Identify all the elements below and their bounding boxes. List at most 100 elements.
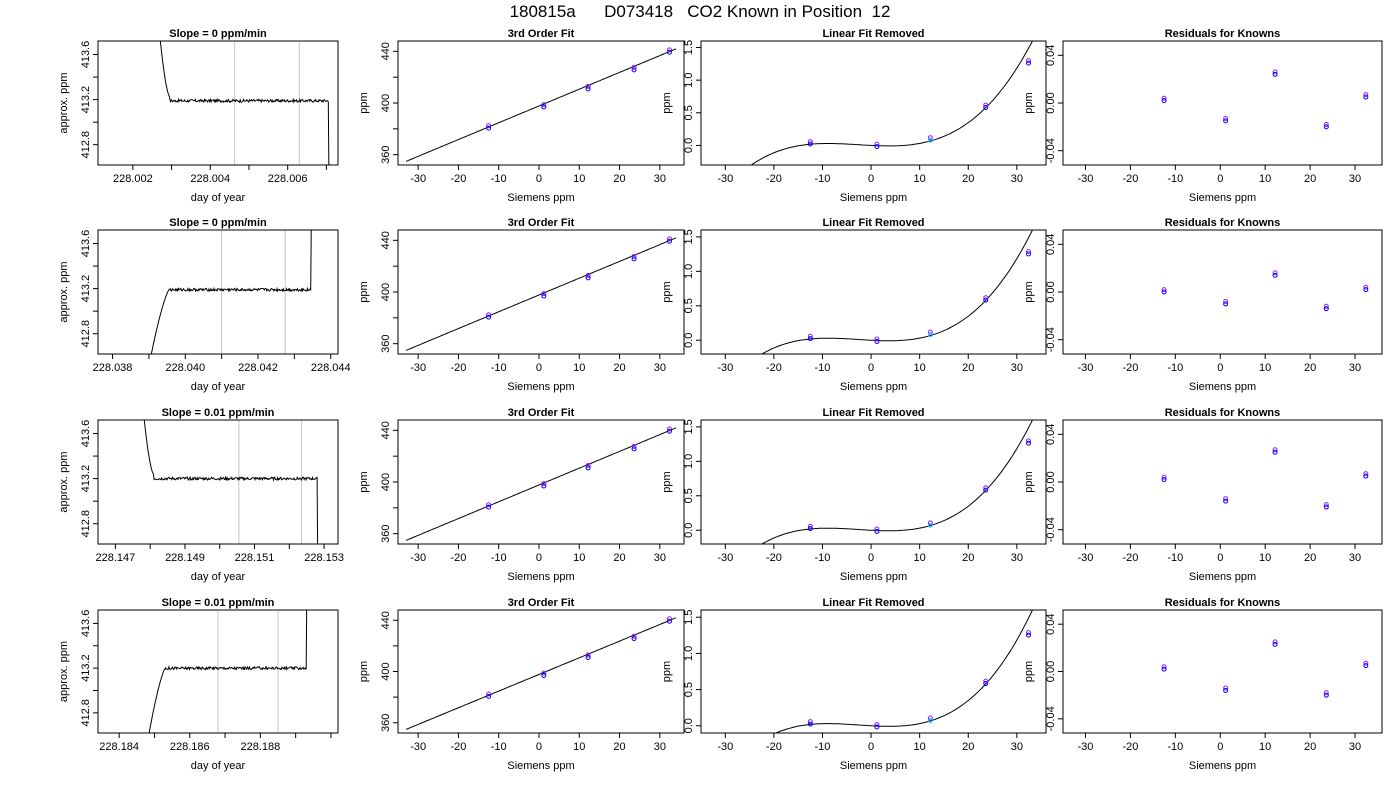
x-tick-label: 228.004 xyxy=(190,173,230,185)
plot-frame xyxy=(1062,609,1383,734)
fit-curve xyxy=(774,610,1034,733)
y-tick-label: 360 xyxy=(380,145,392,163)
data-point xyxy=(927,329,933,335)
data-point xyxy=(1223,687,1229,693)
data-point xyxy=(1161,664,1167,670)
y-tick-label: -0.04 xyxy=(1045,517,1057,542)
data-point xyxy=(807,719,813,725)
y-tick-label: 0.04 xyxy=(1045,613,1057,634)
x-tick-label: -10 xyxy=(1167,741,1183,753)
fit-curve xyxy=(760,420,1034,544)
chart-title: Slope = 0.01 ppm/min xyxy=(162,597,275,609)
data-point xyxy=(927,137,933,143)
chart-title: Linear Fit Removed xyxy=(822,28,924,40)
data-point xyxy=(807,523,813,529)
fit-curve xyxy=(760,230,1034,354)
data-point xyxy=(486,693,492,699)
y-tick-label: 1.5 xyxy=(683,229,695,244)
x-axis-label: Siemens ppm xyxy=(840,760,907,772)
data-point xyxy=(874,722,880,728)
x-tick-label: 20 xyxy=(613,173,625,185)
x-tick-label: 228.151 xyxy=(235,552,275,564)
x-tick-label: 10 xyxy=(914,362,926,374)
x-tick-label: 228.002 xyxy=(113,173,153,185)
x-tick-label: -10 xyxy=(491,741,507,753)
data-point xyxy=(631,67,637,73)
y-tick-label: -0.04 xyxy=(1045,327,1057,352)
x-tick-label: -30 xyxy=(1078,552,1094,564)
x-tick-label: 228.044 xyxy=(311,362,351,374)
x-tick-label: -30 xyxy=(717,173,733,185)
chart-1-1: Slope = 0 ppm/min 228.002 228.004 228.006 41… xyxy=(58,28,339,204)
fit-curve xyxy=(405,237,677,351)
y-tick-label: 1.5 xyxy=(683,419,695,434)
x-axis-label: Siemens ppm xyxy=(507,192,574,204)
data-point xyxy=(666,238,672,244)
x-tick-label: 20 xyxy=(962,741,974,753)
y-axis-label: ppm xyxy=(1023,92,1035,113)
data-point xyxy=(1161,666,1167,672)
x-tick-label: -10 xyxy=(491,552,507,564)
y-tick-label: -0.04 xyxy=(1045,138,1057,163)
chart-1-3: Linear Fit Removed -30 -20 -10 0 10 20 30 0.0 0.5… xyxy=(661,28,1047,204)
x-tick-label: -30 xyxy=(410,173,426,185)
data-point xyxy=(1026,60,1032,66)
y-tick-label: 413.2 xyxy=(80,654,92,682)
chart-4-4: Residuals for Knowns -30 -20 -10 0 10 20 30 -0.0… xyxy=(1023,597,1383,772)
data-point xyxy=(631,64,637,70)
x-tick-label: 10 xyxy=(1259,173,1271,185)
x-tick-label: -10 xyxy=(491,362,507,374)
y-tick-label: 1.5 xyxy=(683,40,695,55)
chart-title: Slope = 0 ppm/min xyxy=(169,217,267,229)
data-point xyxy=(666,49,672,55)
x-tick-label: 20 xyxy=(613,362,625,374)
x-tick-label: -10 xyxy=(815,741,831,753)
x-tick-label: 20 xyxy=(613,741,625,753)
y-tick-label: 0.0 xyxy=(683,523,695,538)
chart-title: 3rd Order Fit xyxy=(508,597,575,609)
chart-title: Slope = 0.01 ppm/min xyxy=(162,407,275,419)
x-tick-label: 10 xyxy=(914,741,926,753)
x-tick-label: -10 xyxy=(1167,173,1183,185)
x-tick-label: -30 xyxy=(1078,173,1094,185)
plot-frame xyxy=(700,40,1047,166)
x-tick-label: 0 xyxy=(868,362,874,374)
y-axis-label: approx. ppm xyxy=(58,641,70,702)
data-point xyxy=(983,295,989,301)
x-tick-label: 10 xyxy=(573,552,585,564)
x-tick-label: -10 xyxy=(1167,362,1183,374)
x-axis-label: Siemens ppm xyxy=(507,571,574,583)
x-tick-label: -30 xyxy=(717,362,733,374)
plot-frame xyxy=(97,229,339,355)
x-tick-label: 0 xyxy=(1217,173,1223,185)
x-tick-label: -30 xyxy=(410,741,426,753)
y-axis-label: ppm xyxy=(661,281,673,302)
x-axis-label: day of year xyxy=(191,760,246,772)
plot-frame xyxy=(1062,40,1383,166)
data-point xyxy=(807,333,813,339)
data-point xyxy=(927,522,933,528)
x-axis-label: Siemens ppm xyxy=(1189,192,1256,204)
y-axis-label: ppm xyxy=(358,281,370,302)
x-tick-label: -10 xyxy=(1167,552,1183,564)
x-tick-label: 10 xyxy=(914,552,926,564)
x-tick-label: 30 xyxy=(1349,741,1361,753)
data-point xyxy=(541,483,547,489)
data-point xyxy=(666,426,672,432)
y-tick-label: 400 xyxy=(380,662,392,680)
x-tick-label: -10 xyxy=(815,362,831,374)
x-tick-label: 30 xyxy=(1349,552,1361,564)
chart-3-1: Slope = 0.01 ppm/min 228.147 228.149 228.15… xyxy=(58,407,344,583)
y-tick-label: 1.0 xyxy=(683,454,695,469)
fit-curve xyxy=(405,427,677,541)
x-tick-label: 0 xyxy=(868,173,874,185)
page-title: 180815a D073418 CO2 Known in Position 12 xyxy=(509,2,891,21)
x-tick-label: 10 xyxy=(1259,552,1271,564)
data-point xyxy=(666,618,672,624)
x-tick-label: 0 xyxy=(536,362,542,374)
plot-frame xyxy=(97,40,339,166)
x-axis-label: day of year xyxy=(191,381,246,393)
data-point xyxy=(927,520,933,526)
data-point xyxy=(541,481,547,487)
fit-curve xyxy=(750,41,1034,165)
